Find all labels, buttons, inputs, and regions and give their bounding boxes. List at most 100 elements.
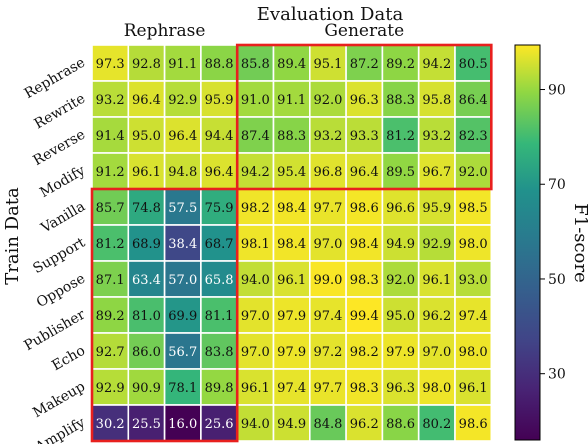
cell-value-label: 91.4 [96,129,125,144]
cell-value-label: 89.2 [386,57,415,72]
cell-value-label: 93.2 [422,129,451,144]
heatmap-cell [381,332,420,370]
colorbar-tick-label: 30 [548,367,566,383]
heatmap-cell [200,296,238,334]
heatmap-cell [345,80,384,118]
cell-value-label: 68.7 [205,237,234,252]
cell-value-label: 85.7 [96,201,125,216]
cell-value-label: 98.3 [350,273,379,288]
heatmap-cell [163,260,202,298]
cell-value-label: 92.0 [313,93,342,108]
colorbar-tick-label: 70 [548,177,566,193]
cell-value-label: 81.2 [386,129,415,144]
cell-value-label: 93.3 [350,129,379,144]
cell-value-label: 93.0 [459,273,488,288]
cell-value-label: 87.4 [241,129,270,144]
cell-value-label: 94.0 [241,417,270,432]
cell-value-label: 92.9 [96,381,125,396]
highlight-boxes [90,43,493,443]
cell-value-label: 94.9 [277,417,306,432]
cell-value-label: 78.1 [168,381,197,396]
cell-value-label: 98.4 [350,237,379,252]
highlight-box [90,187,239,443]
cell-value-label: 97.9 [277,345,306,360]
row-labels: RephraseRewriteReverseModifyVanillaSuppo… [22,55,89,444]
heatmap-cell [91,224,130,262]
heatmap-cell [272,80,311,118]
cell-value-label: 97.9 [386,345,415,360]
cell-value-label: 95.1 [313,57,342,72]
heatmap-cell [381,260,420,298]
cell-value-label: 99.4 [350,309,379,324]
colorbar-ticks: 30 50 70 90 [540,83,566,383]
heatmap-cell [272,404,311,442]
cell-value-label: 97.0 [313,237,342,252]
heatmap-cell [454,188,493,226]
cell-value-label: 80.2 [422,417,451,432]
cell-value-label: 96.4 [168,129,197,144]
cell-value-label: 16.0 [168,417,197,432]
cell-value-label: 92.9 [422,237,451,252]
heatmap-cell [91,80,130,118]
cell-value-label: 89.2 [96,309,125,324]
column-group-label: Rephrase [124,21,206,41]
heatmap-cell [200,152,238,190]
cell-value-label: 57.0 [168,273,197,288]
heatmap-cell [272,224,311,262]
heatmap-cell [417,44,456,82]
heatmap-cell [454,368,493,406]
cell-value-label: 91.0 [241,93,270,108]
heatmap-cell [417,188,456,226]
cell-value-label: 82.3 [459,129,488,144]
heatmap-cell [454,332,493,370]
heatmap-cell [127,260,166,298]
row-label: Modify [37,163,88,202]
cell-value-label: 87.1 [96,273,125,288]
cell-value-label: 98.6 [459,417,488,432]
cell-value-label: 30.2 [96,417,125,432]
heatmap-cell [345,44,384,82]
y-axis-label: Train Data [2,187,23,285]
heatmap-cell [417,404,456,442]
heatmap-cell [200,188,238,226]
cell-value-label: 98.2 [350,345,379,360]
cell-value-label: 92.8 [132,57,161,72]
cell-value-label: 93.2 [313,129,342,144]
column-group-labels: Rephrase Generate [124,21,404,41]
heatmap-cell [417,332,456,370]
row-label: Oppose [34,271,88,312]
cell-value-label: 96.1 [422,273,451,288]
cell-value-label: 97.4 [313,309,342,324]
cell-value-label: 94.8 [168,165,197,180]
heatmap-cell [381,224,420,262]
cell-value-label: 96.8 [313,165,342,180]
heatmap-cell [272,188,311,226]
cell-value-label: 83.8 [205,345,234,360]
heatmap-cell [91,116,130,154]
row-label: Vanilla [38,199,88,237]
heatmap-cell [163,368,202,406]
cell-value-label: 25.6 [205,417,234,432]
cell-value-label: 96.2 [422,309,451,324]
heatmap-cell [345,332,384,370]
cell-value-label: 96.1 [277,273,306,288]
cell-value-label: 88.6 [386,417,415,432]
heatmap-cell [163,332,202,370]
heatmap-cell [308,116,347,154]
colorbar-label: F1-score [570,203,588,282]
cell-value-label: 98.6 [350,201,379,216]
cell-value-label: 88.8 [205,57,234,72]
cell-value-label: 98.0 [422,381,451,396]
cell-value-label: 74.8 [132,201,161,216]
heatmap-cell [345,296,384,334]
cell-value-label: 92.0 [459,165,488,180]
cell-value-label: 69.9 [168,309,197,324]
heatmap-cell [454,404,493,442]
heatmap-cell [454,296,493,334]
cell-value-label: 97.3 [96,57,125,72]
cell-value-label: 98.2 [241,201,270,216]
heatmap-cell [454,260,493,298]
cell-value-label: 95.0 [386,309,415,324]
cell-value-label: 96.2 [350,417,379,432]
